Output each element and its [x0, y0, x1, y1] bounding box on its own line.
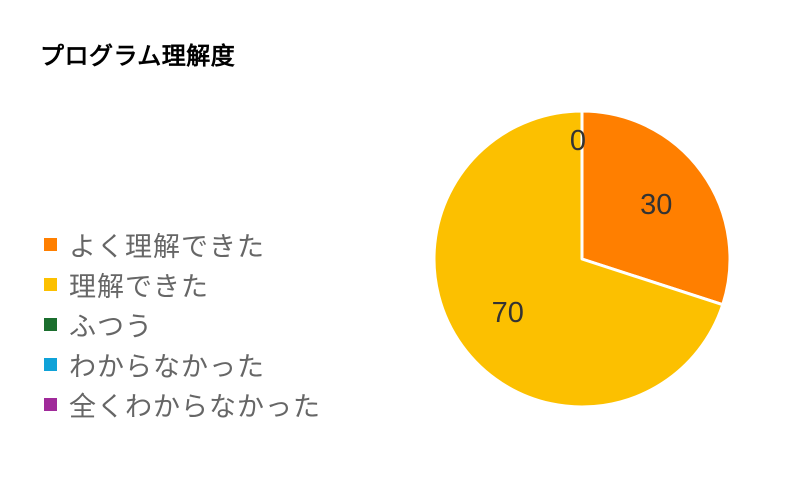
legend-label: わからなかった — [69, 351, 265, 383]
legend-item: よく理解できた — [44, 224, 321, 264]
legend-label: ふつう — [69, 311, 153, 343]
pie-slice — [432, 109, 725, 409]
data-label: 0 — [570, 125, 586, 157]
data-label: 70 — [492, 297, 524, 329]
legend-swatch — [44, 277, 57, 291]
legend-label: 全くわからなかった — [69, 391, 321, 423]
legend-swatch — [44, 317, 57, 331]
legend-label: よく理解できた — [69, 231, 265, 263]
data-label: 30 — [640, 189, 672, 221]
chart-title: プログラム理解度 — [40, 42, 236, 70]
legend-label: 理解できた — [69, 271, 209, 303]
legend-swatch — [44, 397, 57, 411]
legend-item: ふつう — [44, 304, 321, 344]
pie-slice — [580, 109, 732, 307]
legend-item: わからなかった — [44, 344, 321, 384]
legend: よく理解できた 理解できたふつうわからなかった全くわからなかった — [44, 224, 321, 424]
legend-swatch — [44, 357, 57, 371]
legend-swatch — [44, 237, 57, 251]
legend-item: 理解できた — [44, 264, 321, 304]
legend-item: 全くわからなかった — [44, 384, 321, 424]
